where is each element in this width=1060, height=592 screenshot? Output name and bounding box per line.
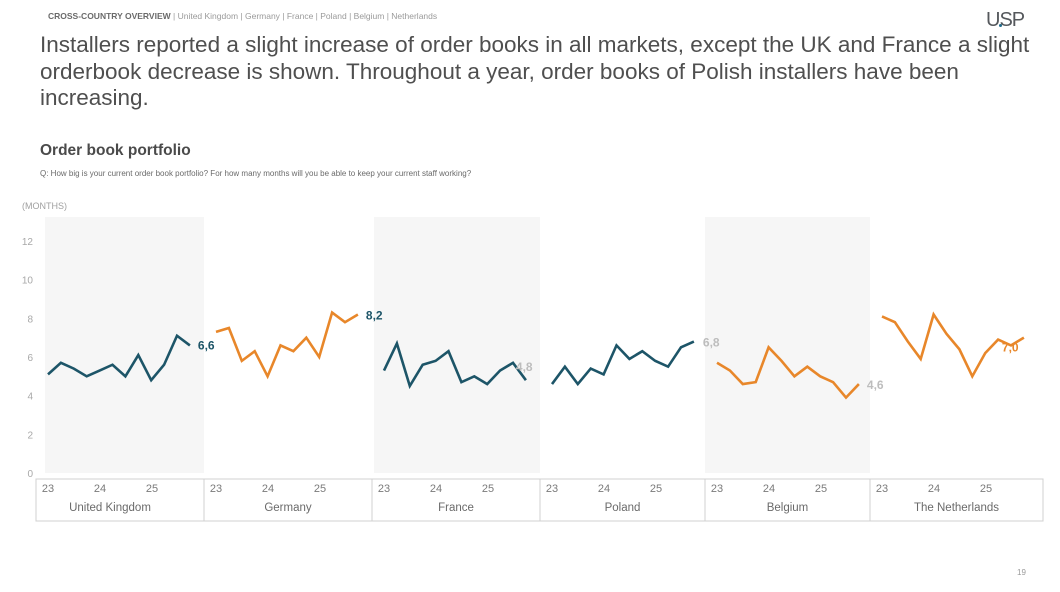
x-tick-label: 25 <box>650 483 662 495</box>
chart-title: Order book portfolio <box>40 142 191 159</box>
x-tick-label: 24 <box>262 483 274 495</box>
country-label: Belgium <box>767 502 809 514</box>
x-tick-label: 23 <box>42 483 54 495</box>
usp-logo: USP <box>986 9 1025 32</box>
y-axis-unit-label: (MONTHS) <box>22 201 67 211</box>
end-value-label: 7,0 <box>1002 341 1019 355</box>
y-tick-label: 6 <box>27 353 33 364</box>
x-tick-label: 23 <box>378 483 390 495</box>
x-tick-label: 25 <box>482 483 494 495</box>
y-tick-label: 10 <box>22 276 34 287</box>
x-tick-label: 24 <box>763 483 775 495</box>
country-label: Germany <box>264 502 312 514</box>
end-value-label: 6,6 <box>198 338 215 352</box>
breadcrumb: CROSS-COUNTRY OVERVIEW | United Kingdom … <box>48 11 437 21</box>
x-tick-label: 25 <box>815 483 827 495</box>
country-label: France <box>438 502 474 514</box>
country-label: Poland <box>605 502 641 514</box>
y-tick-label: 0 <box>27 469 33 480</box>
x-tick-label: 23 <box>876 483 888 495</box>
panel-band <box>45 217 204 473</box>
panel-band <box>374 217 540 473</box>
panel-band <box>705 217 870 473</box>
breadcrumb-countries: | United Kingdom | Germany | France | Po… <box>170 11 438 21</box>
x-tick-label: 25 <box>980 483 992 495</box>
y-tick-label: 4 <box>27 392 33 403</box>
x-tick-label: 24 <box>928 483 940 495</box>
end-value-label: 4,8 <box>516 360 533 374</box>
end-value-label: 4,6 <box>867 378 884 392</box>
x-tick-label: 24 <box>430 483 442 495</box>
end-value-label: 8,2 <box>366 308 383 322</box>
x-tick-label: 23 <box>210 483 222 495</box>
logo-dot-icon <box>999 24 1002 27</box>
country-label: The Netherlands <box>914 502 999 514</box>
series-line-france <box>382 339 527 390</box>
x-tick-label: 23 <box>546 483 558 495</box>
headline: Installers reported a slight increase of… <box>40 32 1030 110</box>
series-line-united-kingdom <box>47 333 191 383</box>
y-tick-label: 2 <box>27 430 33 441</box>
logo-text: USP <box>986 9 1025 31</box>
country-label: United Kingdom <box>69 502 151 514</box>
y-tick-label: 12 <box>22 237 34 248</box>
series-line-the-netherlands <box>881 311 1025 380</box>
survey-question: Q: How big is your current order book po… <box>40 169 472 178</box>
series-line-belgium <box>716 344 860 400</box>
x-tick-label: 24 <box>94 483 106 495</box>
y-tick-label: 8 <box>27 314 33 325</box>
x-tick-label: 25 <box>314 483 326 495</box>
end-value-label: 6,8 <box>703 336 720 350</box>
x-tick-label: 25 <box>146 483 158 495</box>
series-line-poland <box>550 340 695 387</box>
series-line-germany <box>215 310 359 380</box>
breadcrumb-lead: CROSS-COUNTRY OVERVIEW <box>48 11 171 21</box>
page-number: 19 <box>1017 568 1026 577</box>
x-tick-label: 24 <box>598 483 610 495</box>
x-tick-label: 23 <box>711 483 723 495</box>
